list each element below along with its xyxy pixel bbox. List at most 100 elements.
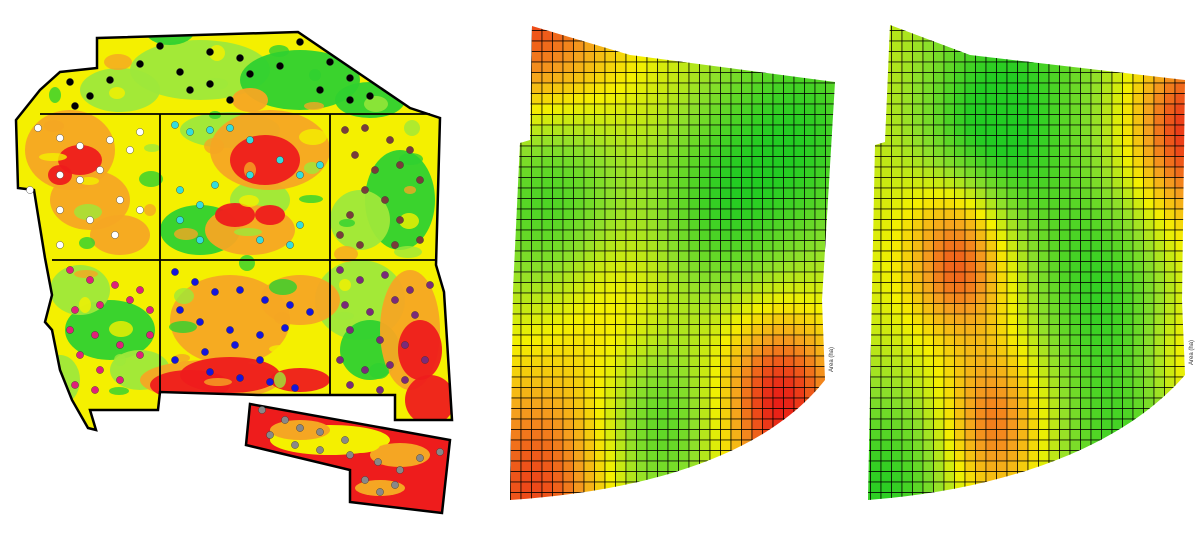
sample-point-blue [306,308,314,316]
sample-points [26,38,444,496]
sample-point-white [76,176,84,184]
sample-point-purple [406,286,414,294]
sample-point-brown [381,196,389,204]
sample-point-cyan [176,186,184,194]
sample-point-purple [421,356,429,364]
sample-point-blue [291,384,299,392]
sample-point-magenta [146,331,154,339]
sample-point-purple [401,376,409,384]
sample-point-brown [396,161,404,169]
sample-point-black [246,70,254,78]
sample-point-gray [391,481,399,489]
sample-point-blue [261,296,269,304]
sample-point-brown [406,146,414,154]
sample-point-black [316,86,324,94]
sample-point-magenta [76,351,84,359]
sample-point-cyan [286,241,294,249]
sample-point-white [76,142,84,150]
sample-point-purple [361,366,369,374]
sample-point-white [126,146,134,154]
legend-label-b: Area (ha) [1189,340,1195,365]
field-zone-map [0,0,470,540]
sample-point-blue [281,324,289,332]
sample-point-black [106,76,114,84]
sample-point-brown [371,166,379,174]
grid-map-b-canvas: Area (ha) [868,25,1195,500]
sample-point-brown [386,136,394,144]
sample-point-purple [356,276,364,284]
sample-point-magenta [91,331,99,339]
sample-point-brown [346,211,354,219]
sample-point-blue [171,356,179,364]
sample-point-blue [206,368,214,376]
sample-point-black [66,78,74,86]
sample-point-black [326,58,334,66]
sample-point-black [346,74,354,82]
sample-point-gray [296,424,304,432]
sample-point-white [56,134,64,142]
sample-point-black [86,92,94,100]
sample-point-white [96,166,104,174]
sample-point-magenta [96,366,104,374]
field-boundary [14,30,454,432]
sample-point-white [26,186,34,194]
sample-point-magenta [66,266,74,274]
sample-point-white [56,241,64,249]
sample-point-white [56,171,64,179]
sample-point-gray [316,428,324,436]
sample-point-blue [191,278,199,286]
sample-point-blue [286,301,294,309]
sample-point-cyan [246,136,254,144]
sample-point-blue [256,331,264,339]
sample-point-gray [436,448,444,456]
sample-point-cyan [211,181,219,189]
grid-map-a-canvas: Area (ha) [510,26,835,500]
sample-point-white [111,231,119,239]
sample-point-magenta [136,286,144,294]
sample-point-cyan [186,128,194,136]
sample-point-blue [176,306,184,314]
sample-point-cyan [296,221,304,229]
sample-point-purple [341,301,349,309]
sample-point-gray [376,488,384,496]
sample-point-cyan [226,124,234,132]
sample-point-purple [426,281,434,289]
sample-point-purple [346,326,354,334]
sample-point-blue [211,288,219,296]
sample-point-black [186,86,194,94]
sample-point-cyan [176,216,184,224]
sample-point-black [206,48,214,56]
sample-point-magenta [96,301,104,309]
sample-point-blue [196,318,204,326]
sample-point-blue [231,341,239,349]
sample-point-brown [356,241,364,249]
strip-boundary [244,402,452,515]
sample-point-magenta [111,281,119,289]
sample-point-gray [416,454,424,462]
sample-point-gray [291,441,299,449]
sample-point-cyan [276,156,284,164]
field-zone-map-canvas [14,30,454,515]
sample-point-magenta [71,381,79,389]
sample-point-purple [376,336,384,344]
sample-point-purple [336,266,344,274]
sample-point-gray [266,431,274,439]
sample-point-magenta [136,351,144,359]
sample-point-gray [258,406,266,414]
sample-point-purple [411,311,419,319]
sample-point-black [366,92,374,100]
sample-point-gray [341,436,349,444]
sample-point-white [116,196,124,204]
sample-point-magenta [116,341,124,349]
sample-point-cyan [296,171,304,179]
sample-point-magenta [86,276,94,284]
sample-point-black [206,80,214,88]
sample-point-cyan [206,126,214,134]
sample-point-gray [346,451,354,459]
sample-point-blue [171,268,179,276]
sample-point-white [34,124,42,132]
sample-point-black [176,68,184,76]
sample-point-gray [361,476,369,484]
sample-point-magenta [126,296,134,304]
sample-point-black [71,102,79,110]
